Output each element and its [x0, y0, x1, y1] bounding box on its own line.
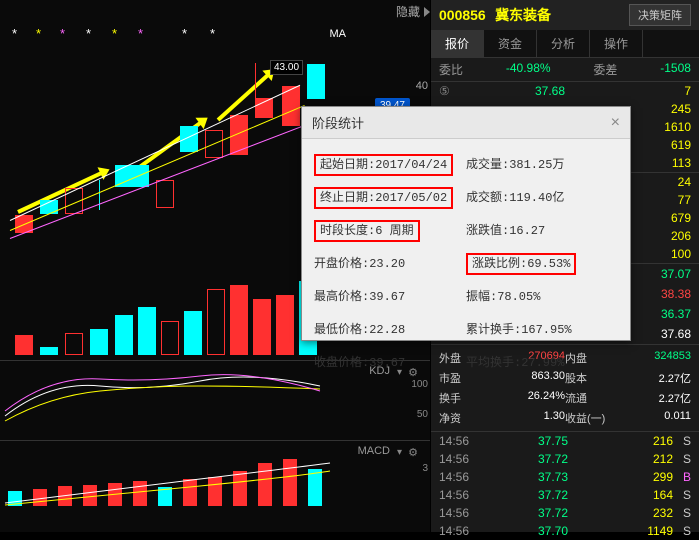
popup-field: 振幅:78.05%	[466, 281, 618, 310]
stat-cell: 流通2.27亿	[565, 388, 691, 408]
star-icon: *	[210, 26, 215, 41]
stage-stats-popup: 阶段统计 × 起始日期:2017/04/24成交量:381.25万终止日期:20…	[301, 106, 631, 341]
popup-field: 成交额:119.40亿	[466, 182, 618, 211]
hide-toggle[interactable]: 隐藏	[396, 3, 430, 20]
tick-row: 14:56 37.73 299 B	[431, 468, 699, 486]
popup-field: 成交量:381.25万	[466, 149, 618, 178]
macd-content	[0, 441, 430, 531]
close-icon[interactable]: ×	[611, 114, 620, 132]
stock-name: 冀东装备	[495, 7, 551, 23]
star-icon: *	[60, 26, 65, 41]
ask-row: ⑤ 37.68 7	[431, 82, 699, 100]
vol-bar	[276, 295, 294, 355]
popup-title: 阶段统计	[312, 113, 364, 132]
tab-quote[interactable]: 报价	[431, 30, 484, 57]
ma-line	[10, 123, 309, 239]
popup-field: 起始日期:2017/04/24	[314, 149, 466, 178]
popup-field: 最低价格:22.28	[314, 314, 466, 343]
axis-label: 40	[416, 80, 428, 92]
tab-operate[interactable]: 操作	[590, 30, 643, 57]
tick-row: 14:56 37.75 216 S	[431, 432, 699, 450]
popup-header[interactable]: 阶段统计 ×	[302, 107, 630, 139]
vol-bar	[230, 285, 248, 355]
stat-cell: 换手26.24%	[439, 388, 565, 408]
vol-bar	[115, 315, 133, 355]
popup-field: 开盘价格:23.20	[314, 248, 466, 277]
star-icon: *	[112, 26, 117, 41]
tick-row: 14:56 37.72 164 S	[431, 486, 699, 504]
popup-field: 平均换手:27.99%	[466, 347, 618, 376]
star-icon: *	[182, 26, 187, 41]
ma-line	[10, 105, 305, 231]
vol-bar	[138, 307, 156, 355]
vol-bar	[65, 333, 83, 355]
vol-bar	[40, 347, 58, 355]
vol-bar	[184, 311, 202, 355]
star-icon: *	[12, 26, 17, 41]
star-icon: *	[138, 26, 143, 41]
weibi-row: 委比 -40.98% 委差 -1508	[431, 58, 699, 82]
tick-row: 14:56 37.72 232 S	[431, 504, 699, 522]
stock-code: 000856	[439, 7, 486, 23]
tick-row: 14:56 37.70 1149 S	[431, 522, 699, 540]
vol-bar	[15, 335, 33, 355]
popup-field: 收盘价格:39.67	[314, 347, 466, 376]
tick-row: 14:56 37.72 212 S	[431, 450, 699, 468]
vol-bar	[207, 289, 225, 355]
vol-bar	[253, 299, 271, 355]
title-bar: 000856 冀东装备 决策矩阵	[431, 0, 699, 30]
vol-bar	[90, 329, 108, 355]
hide-label: 隐藏	[396, 3, 420, 20]
decision-matrix-button[interactable]: 决策矩阵	[629, 4, 691, 26]
macd-chart[interactable]: MACD ▾ ⚙ 3	[0, 440, 430, 530]
star-icon: *	[86, 26, 91, 41]
popup-field: 终止日期:2017/05/02	[314, 182, 466, 211]
stat-cell: 收益(一)0.011	[565, 408, 691, 428]
popup-field: 时段长度:6 周期	[314, 215, 466, 244]
chevron-right-icon	[424, 7, 430, 17]
vol-bar	[161, 321, 179, 355]
popup-field: 涨跌值:16.27	[466, 215, 618, 244]
tick-list: 14:56 37.75 216 S 14:56 37.72 212 S 14:5…	[431, 432, 699, 540]
stat-cell: 净资1.30	[439, 408, 565, 428]
quote-tabs: 报价 资金 分析 操作	[431, 30, 699, 58]
popup-field: 最高价格:39.67	[314, 281, 466, 310]
popup-field: 涨跌比例:69.53%	[466, 248, 618, 277]
ma-line	[10, 85, 300, 221]
star-icon: *	[36, 26, 41, 41]
popup-field: 累计换手:167.95%	[466, 314, 618, 343]
tab-analysis[interactable]: 分析	[537, 30, 590, 57]
popup-body: 起始日期:2017/04/24成交量:381.25万终止日期:2017/05/0…	[302, 139, 630, 386]
price-annotation: 43.00	[270, 60, 303, 75]
tab-funds[interactable]: 资金	[484, 30, 537, 57]
